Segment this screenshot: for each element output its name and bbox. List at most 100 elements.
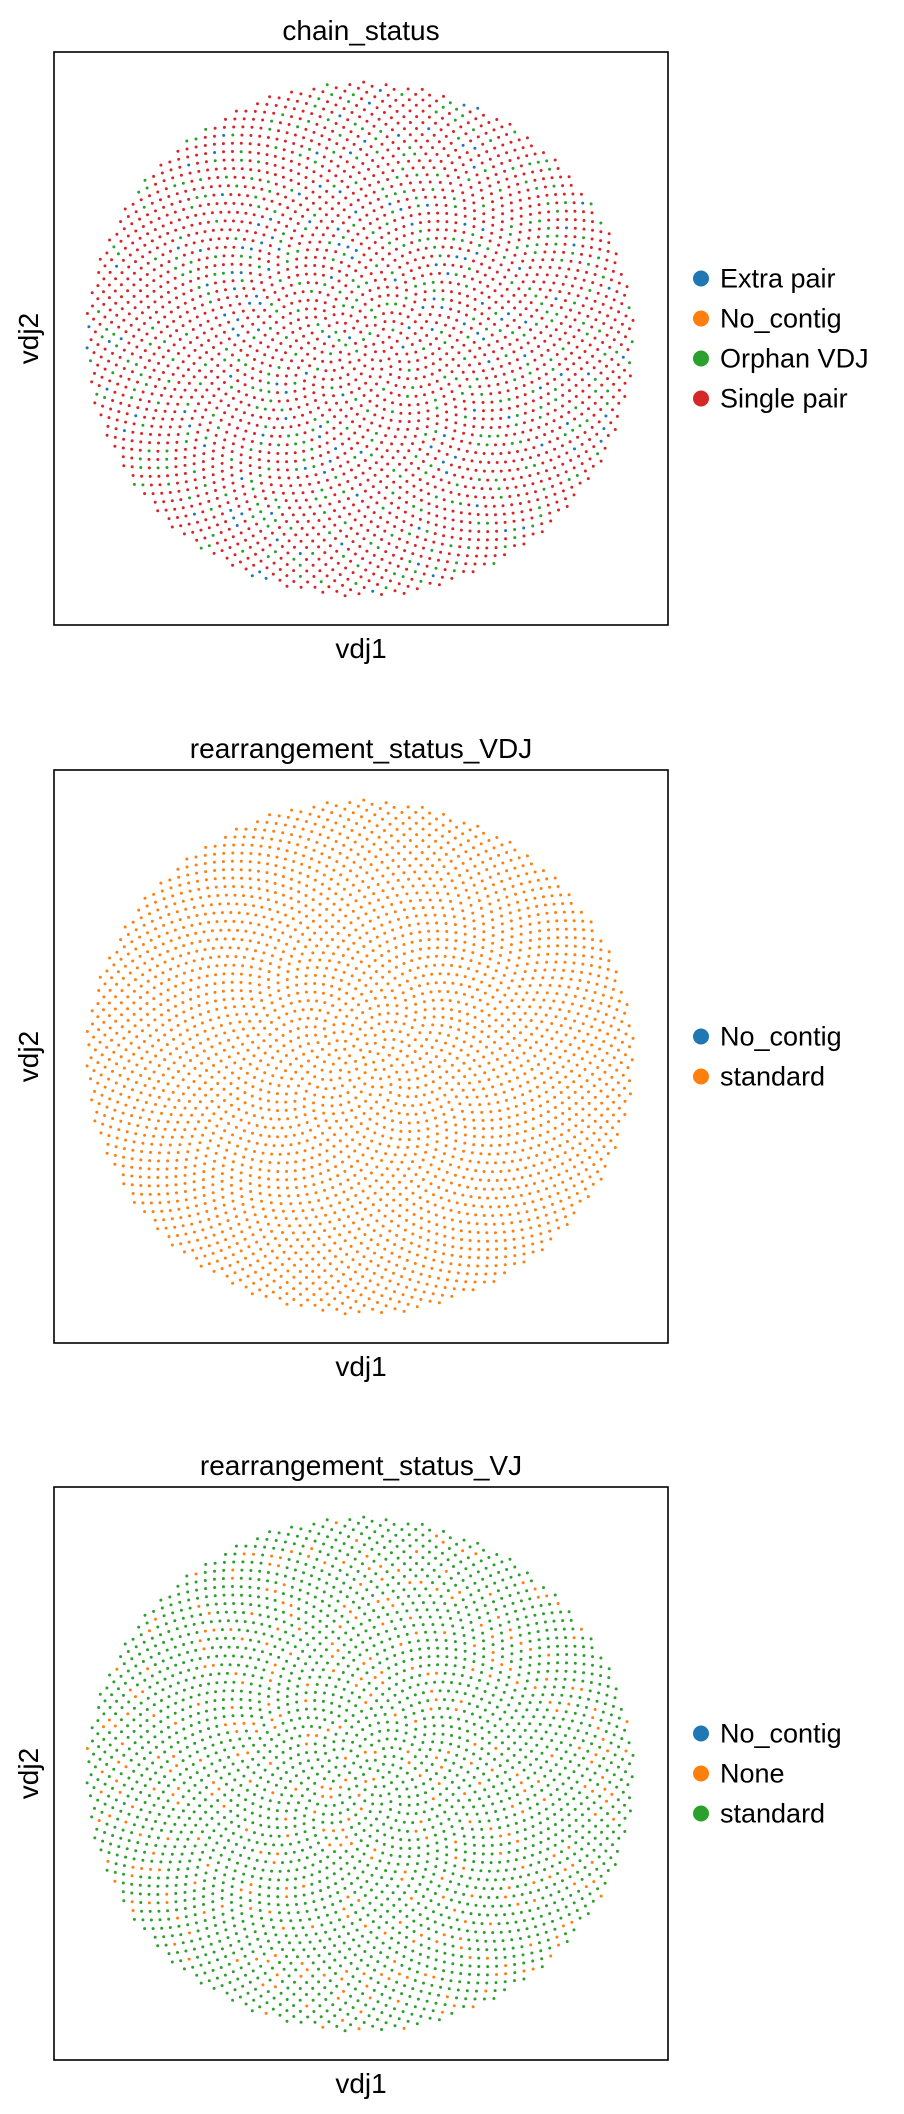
data-point [357,1076,361,1080]
data-point [491,469,495,473]
data-point [174,228,178,232]
data-point [445,418,449,422]
data-point [163,1127,167,1131]
data-point [220,454,224,458]
data-point [606,249,610,253]
data-point [492,562,496,565]
data-point [181,181,185,185]
data-point [355,1130,359,1134]
data-point [455,1056,459,1060]
data-point [499,981,503,985]
data-point [255,406,259,409]
data-point [561,1111,565,1115]
data-point [503,275,507,279]
data-point [481,425,484,429]
data-point [271,1208,275,1212]
data-point [528,474,532,478]
data-point [418,930,422,934]
data-point [250,177,254,181]
data-point [252,213,256,217]
data-point [212,193,216,197]
data-point [458,155,462,159]
data-point [327,856,331,859]
data-point [533,251,537,255]
data-point [355,1211,359,1215]
data-point [270,434,274,438]
data-point [606,389,610,393]
data-point [289,526,293,530]
data-point [499,1134,503,1138]
data-point [507,1018,510,1022]
data-point [315,337,319,341]
data-point [537,345,540,348]
data-point [298,552,302,555]
data-point [257,265,261,269]
data-point [232,201,236,205]
data-point [321,1095,325,1099]
data-point [553,466,557,470]
data-point [313,1136,317,1139]
data-point [346,947,350,951]
data-point [90,291,94,295]
data-point [438,989,441,993]
data-point [372,209,376,213]
data-point [248,1062,252,1066]
data-point [103,396,107,399]
data-point [264,497,268,501]
data-point [453,205,457,209]
data-point [262,915,266,919]
data-point [147,466,151,470]
data-point [258,967,262,971]
data-point [480,1030,484,1034]
data-point [529,301,533,305]
data-point [494,969,498,973]
data-point [174,457,178,460]
data-point [443,507,447,511]
data-point [303,466,307,470]
data-point [293,1099,297,1103]
data-point [567,985,571,989]
data-point [464,888,468,892]
data-point [286,985,290,989]
data-point [386,982,390,986]
data-point [407,1078,411,1082]
data-point [236,928,239,932]
data-point [143,349,147,353]
data-point [550,1022,554,1025]
data-point [358,218,362,222]
data-point [576,269,580,272]
data-point [348,175,352,179]
data-point [390,442,394,446]
data-point [356,232,360,236]
data-point [563,242,567,246]
data-point [260,361,264,365]
data-point [181,1092,185,1096]
data-point [256,1033,260,1037]
data-point [573,417,577,421]
data-point [253,358,256,361]
data-point [349,921,353,925]
data-point [583,350,587,353]
data-point [203,536,207,540]
data-point [247,1121,251,1125]
data-point [267,467,271,471]
data-point [575,1063,579,1067]
data-point [362,394,366,397]
data-point [119,374,123,378]
data-point [139,1073,143,1077]
data-point [473,1015,477,1019]
data-point [365,236,369,240]
data-point [445,1189,449,1193]
data-point [238,560,242,564]
data-point [326,420,330,424]
data-point [518,267,522,270]
data-point [336,945,340,949]
data-point [408,205,411,209]
data-point [461,163,465,167]
data-point [313,585,317,589]
data-point [473,355,477,359]
data-point [145,294,149,298]
data-point [469,903,473,907]
data-point [389,373,392,376]
data-point [216,364,220,367]
